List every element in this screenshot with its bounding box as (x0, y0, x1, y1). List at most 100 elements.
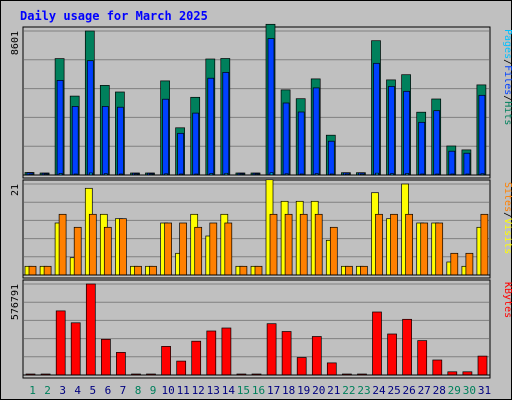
bar-kbytes-day-28 (432, 359, 443, 376)
bar-files-day-30 (463, 152, 471, 176)
bar-sites-day-12 (194, 226, 203, 276)
x-tick-day-22: 22 (342, 384, 355, 397)
bar-sites-day-24 (375, 213, 383, 276)
legend-hits-label: Hits (502, 101, 512, 125)
bar-kbytes-day-24 (372, 311, 382, 376)
bar-files-day-13 (207, 77, 215, 176)
bar-sites-day-1 (28, 265, 37, 276)
x-tick-day-9: 9 (150, 384, 157, 397)
y-axis-max-label: 8601 (10, 31, 21, 55)
bar-files-day-25 (388, 86, 395, 176)
legend-pages-label: Pages (502, 29, 512, 59)
legend-sites-label: Sites (502, 182, 512, 212)
bar-files-day-21 (327, 140, 335, 176)
bar-kbytes-day-7 (116, 352, 126, 376)
x-tick-day-16: 16 (252, 384, 265, 397)
bar-sites-day-19 (299, 213, 308, 276)
bar-sites-day-20 (314, 213, 323, 276)
bar-files-day-24 (373, 62, 380, 176)
panel-background (22, 279, 491, 379)
x-tick-day-19: 19 (297, 384, 310, 397)
x-tick-day-18: 18 (282, 384, 295, 397)
bar-files-day-28 (433, 110, 441, 176)
bar-files-day-5 (86, 60, 94, 176)
x-tick-day-30: 30 (463, 384, 476, 397)
x-tick-day-25: 25 (387, 384, 400, 397)
bar-kbytes-day-3 (55, 310, 66, 376)
x-tick-day-10: 10 (161, 384, 174, 397)
bar-kbytes-day-12 (191, 340, 202, 376)
x-tick-day-5: 5 (89, 384, 96, 397)
bar-kbytes-day-11 (176, 360, 187, 376)
bar-sites-day-25 (390, 213, 398, 276)
bar-files-day-18 (282, 102, 290, 176)
x-tick-day-4: 4 (74, 384, 81, 397)
x-tick-day-21: 21 (327, 384, 340, 397)
legend-visits-label: Visits (502, 218, 512, 254)
bar-kbytes-day-19 (296, 357, 307, 376)
bar-files-day-26 (403, 90, 410, 176)
bar-files-day-27 (418, 121, 426, 176)
bar-kbytes-day-20 (311, 336, 322, 376)
bar-sites-day-7 (119, 218, 127, 276)
bar-files-day-10 (162, 98, 169, 176)
x-tick-day-7: 7 (120, 384, 127, 397)
bar-files-day-4 (71, 106, 79, 176)
bar-files-day-31 (478, 94, 486, 176)
bar-sites-day-31 (480, 213, 489, 276)
panel-legend: Pages/Files/Hits (502, 29, 512, 125)
x-tick-day-2: 2 (44, 384, 51, 397)
bar-sites-day-26 (405, 213, 413, 276)
panel-3: 576791 KBytes (10, 279, 512, 379)
bar-kbytes-day-26 (402, 318, 412, 376)
bar-sites-day-30 (465, 252, 474, 276)
panel-legend: Sites/Visits (502, 182, 512, 254)
bar-sites-day-17 (269, 213, 278, 276)
bar-files-day-20 (312, 87, 320, 176)
bar-sites-day-16 (254, 265, 263, 276)
bar-sites-day-13 (209, 222, 218, 276)
bar-sites-day-14 (224, 222, 233, 276)
bar-kbytes-day-31 (477, 355, 488, 376)
bar-files-day-7 (117, 106, 124, 176)
bar-sites-day-15 (239, 265, 248, 276)
bar-sites-day-23 (360, 265, 368, 276)
chart-title: Daily usage for March 2025 (20, 9, 208, 23)
bar-kbytes-day-13 (206, 330, 217, 376)
bar-files-day-14 (222, 72, 230, 176)
x-axis-labels: 1 2 3 4 5 6 7 8 9 10 11 12 13 14 15 16 17 18 19 20 21 22 23 24 2… (29, 384, 491, 397)
bar-sites-day-9 (149, 265, 157, 276)
bar-kbytes-day-10 (161, 346, 171, 376)
legend-separator: / (502, 59, 512, 65)
x-tick-day-13: 13 (207, 384, 220, 397)
bar-sites-day-5 (88, 213, 97, 276)
bar-sites-day-18 (284, 213, 293, 276)
x-tick-day-26: 26 (402, 384, 415, 397)
bar-kbytes-day-18 (281, 331, 292, 376)
bar-files-day-29 (448, 150, 456, 176)
bar-sites-day-3 (58, 213, 67, 276)
bar-files-day-6 (101, 106, 109, 176)
bar-sites-day-22 (345, 265, 353, 276)
bar-sites-day-27 (420, 222, 429, 276)
x-tick-day-27: 27 (418, 384, 431, 397)
x-tick-day-1: 1 (29, 384, 36, 397)
x-tick-day-15: 15 (237, 384, 250, 397)
x-tick-day-6: 6 (105, 384, 112, 397)
legend-separator: / (502, 212, 512, 218)
panel-1: 8601 Pages/Files/Hits (10, 23, 512, 179)
bar-kbytes-day-4 (70, 322, 81, 376)
bar-sites-day-8 (134, 265, 142, 276)
bar-kbytes-day-14 (221, 327, 232, 376)
bar-sites-day-6 (103, 226, 112, 276)
x-tick-day-17: 17 (267, 384, 280, 397)
x-tick-day-14: 14 (222, 384, 236, 397)
bar-sites-day-4 (73, 226, 82, 276)
bar-kbytes-day-5 (85, 283, 96, 376)
panel-legend: KBytes (502, 282, 512, 318)
bar-kbytes-day-27 (417, 340, 428, 376)
x-tick-day-12: 12 (192, 384, 205, 397)
